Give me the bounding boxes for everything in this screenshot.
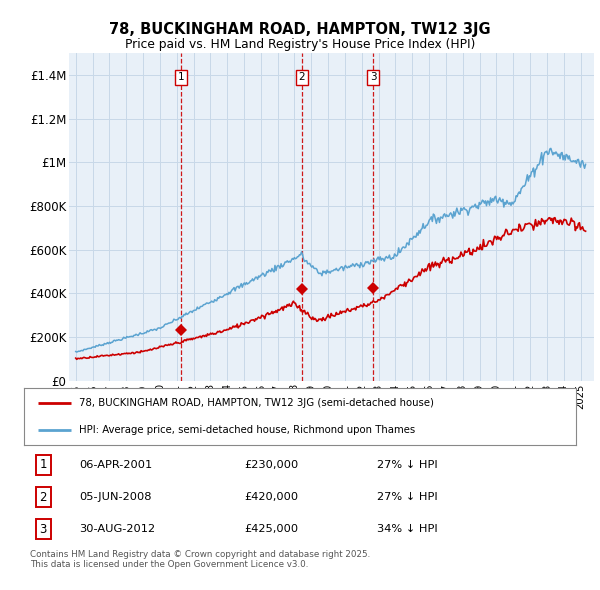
Text: Contains HM Land Registry data © Crown copyright and database right 2025.
This d: Contains HM Land Registry data © Crown c…	[30, 550, 370, 569]
Text: 27% ↓ HPI: 27% ↓ HPI	[377, 492, 438, 502]
Text: 2: 2	[298, 72, 305, 82]
Text: 06-APR-2001: 06-APR-2001	[79, 460, 152, 470]
Text: 34% ↓ HPI: 34% ↓ HPI	[377, 524, 438, 534]
Text: 3: 3	[40, 523, 47, 536]
Text: 78, BUCKINGHAM ROAD, HAMPTON, TW12 3JG: 78, BUCKINGHAM ROAD, HAMPTON, TW12 3JG	[109, 22, 491, 37]
Text: £420,000: £420,000	[245, 492, 299, 502]
Text: 2: 2	[40, 490, 47, 504]
Text: 1: 1	[40, 458, 47, 471]
Text: Price paid vs. HM Land Registry's House Price Index (HPI): Price paid vs. HM Land Registry's House …	[125, 38, 475, 51]
Text: £230,000: £230,000	[245, 460, 299, 470]
Text: 05-JUN-2008: 05-JUN-2008	[79, 492, 152, 502]
Text: 3: 3	[370, 72, 376, 82]
Text: 78, BUCKINGHAM ROAD, HAMPTON, TW12 3JG (semi-detached house): 78, BUCKINGHAM ROAD, HAMPTON, TW12 3JG (…	[79, 398, 434, 408]
Text: 30-AUG-2012: 30-AUG-2012	[79, 524, 155, 534]
Text: £425,000: £425,000	[245, 524, 299, 534]
Text: 27% ↓ HPI: 27% ↓ HPI	[377, 460, 438, 470]
Text: HPI: Average price, semi-detached house, Richmond upon Thames: HPI: Average price, semi-detached house,…	[79, 425, 415, 435]
Text: 1: 1	[178, 72, 185, 82]
